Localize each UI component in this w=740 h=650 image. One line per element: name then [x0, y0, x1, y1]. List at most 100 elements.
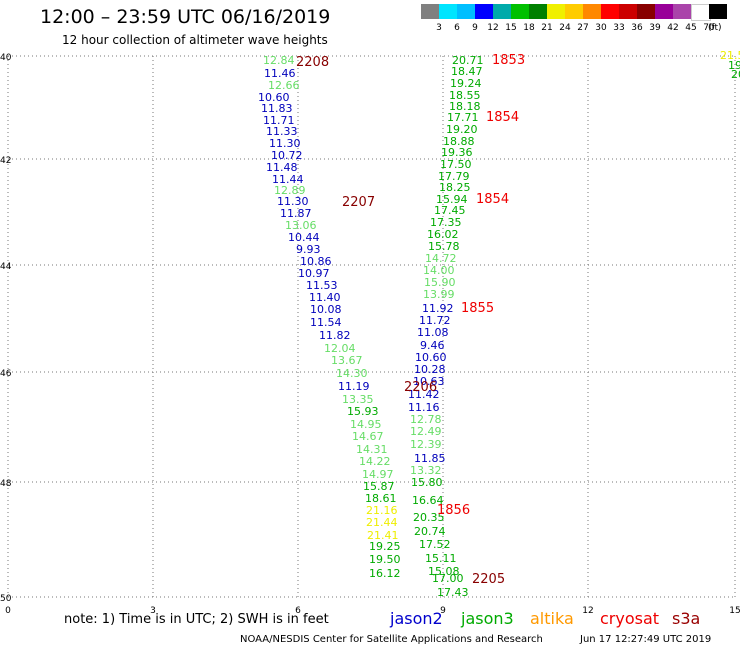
swh-value: 11.72: [419, 314, 451, 327]
swh-value: 15.11: [425, 552, 457, 565]
lat-tick-label: 42: [0, 156, 11, 166]
swh-value: 10.60: [258, 91, 290, 104]
swh-value: 17.79: [438, 170, 470, 183]
swh-value: 17.35: [430, 216, 462, 229]
swh-value: 21.41: [367, 529, 399, 542]
legend-label: 42: [667, 23, 679, 33]
swh-value: 11.19: [338, 380, 370, 393]
swh-value: 12.04: [324, 342, 356, 355]
swh-value: 11.82: [319, 329, 351, 342]
swh-value: 16.02: [427, 228, 459, 241]
legend-label: 9: [472, 23, 478, 33]
swh-value: 14.00: [423, 264, 455, 277]
swh-value: 16.64: [412, 494, 444, 507]
swh-value: 21.16: [366, 504, 398, 517]
legend-swatch: [421, 4, 439, 19]
swh-value: 11.42: [408, 388, 440, 401]
swh-value: 20.71: [452, 54, 484, 67]
swh-value: 15.87: [363, 480, 395, 493]
swh-value: 17.71: [447, 111, 479, 124]
swh-value: 9.46: [420, 339, 445, 352]
lat-tick-label: 48: [0, 479, 12, 489]
legend-swatch: [637, 4, 655, 19]
swh-value: 11.30: [277, 195, 309, 208]
footer-note: note: 1) Time is in UTC; 2) SWH is in fe…: [64, 612, 329, 627]
legend-label: 27: [577, 23, 589, 33]
swh-value: 17.00: [432, 572, 464, 585]
swh-value: 20.35: [413, 511, 445, 524]
swh-value: 13.67: [331, 354, 363, 367]
lat-tick-label: 40: [0, 53, 12, 63]
swh-value: 19.25: [369, 540, 401, 553]
legend-swatch: [619, 4, 637, 19]
swh-value: 20.74: [414, 525, 446, 538]
swh-value: 21.5: [720, 49, 740, 62]
lon-tick-label: 0: [5, 606, 11, 616]
legend-label: 18: [523, 23, 535, 33]
swh-value: 14.31: [356, 443, 388, 456]
swh-value: 21.44: [366, 516, 398, 529]
swh-value: 17.43: [437, 586, 469, 599]
generation-timestamp: Jun 17 12:27:49 UTC 2019: [580, 634, 712, 645]
map-title: 12:00 – 23:59 UTC 06/16/2019: [40, 6, 331, 28]
swh-value: 18.55: [449, 89, 481, 102]
lon-tick-label: 6: [295, 606, 301, 616]
swh-value: 15.78: [428, 240, 460, 253]
satellite-jason3-label: jason3: [461, 609, 514, 628]
pass-time-label: 2208: [296, 55, 329, 70]
swh-value: 18.18: [449, 100, 481, 113]
lon-tick-label: 12: [582, 606, 593, 616]
swh-value: 12.89: [274, 184, 306, 197]
swh-value: 15.08: [428, 565, 460, 578]
swh-value: 18.25: [439, 181, 471, 194]
swh-value: 11.85: [414, 452, 446, 465]
swh-value: 18.47: [451, 65, 483, 78]
swh-value: 11.48: [266, 161, 298, 174]
legend-label: 45: [685, 23, 697, 33]
satellite-altika-label: altika: [530, 609, 574, 628]
legend-label: 36: [631, 23, 643, 33]
swh-value: 15.94: [436, 193, 468, 206]
swh-value: 12.39: [410, 438, 442, 451]
pass-time-label: 2207: [342, 195, 375, 210]
swh-value: 15.90: [424, 276, 456, 289]
legend-swatch: [457, 4, 475, 19]
lat-tick-label: 44: [0, 262, 12, 272]
legend-label: 3: [436, 23, 442, 33]
swh-value: 11.16: [408, 401, 440, 414]
legend-label: 12: [487, 23, 499, 33]
swh-value: 11.54: [310, 316, 342, 329]
lat-tick-label: 46: [0, 369, 12, 379]
swh-value: 10.72: [271, 149, 303, 162]
pass-time-label: 1854: [476, 192, 509, 207]
swh-value: 11.92: [422, 302, 454, 315]
swh-value: 11.44: [272, 173, 304, 186]
swh-value: 19.36: [441, 146, 473, 159]
legend-label: 70: [703, 23, 715, 33]
swh-value: 18.88: [443, 135, 475, 148]
swh-value: 12.78: [410, 413, 442, 426]
swh-value: 13.06: [285, 219, 317, 232]
swh-value: 19: [728, 59, 740, 72]
swh-value: 13.32: [410, 464, 442, 477]
legend-swatch: [565, 4, 583, 19]
swh-value: 12.66: [268, 79, 300, 92]
legend-unit: (ft): [708, 23, 722, 33]
swh-value: 10.86: [300, 255, 332, 268]
swh-value: 14.72: [425, 252, 457, 265]
swh-value: 11.08: [417, 326, 449, 339]
swh-value: 20: [731, 68, 740, 81]
legend-label: 24: [559, 23, 571, 33]
swh-value: 11.40: [309, 291, 341, 304]
swh-value: 17.50: [440, 158, 472, 171]
legend-swatch: [511, 4, 529, 19]
satellite-s3a-label: s3a: [672, 609, 701, 628]
swh-value: 11.53: [306, 279, 338, 292]
legend-swatch: [673, 4, 691, 19]
legend-swatch: [475, 4, 493, 19]
legend-swatch: [493, 4, 511, 19]
swh-value: 11.30: [269, 137, 301, 150]
swh-value: 13.35: [342, 393, 374, 406]
pass-time-label: 1855: [461, 301, 494, 316]
swh-value: 11.87: [280, 207, 312, 220]
